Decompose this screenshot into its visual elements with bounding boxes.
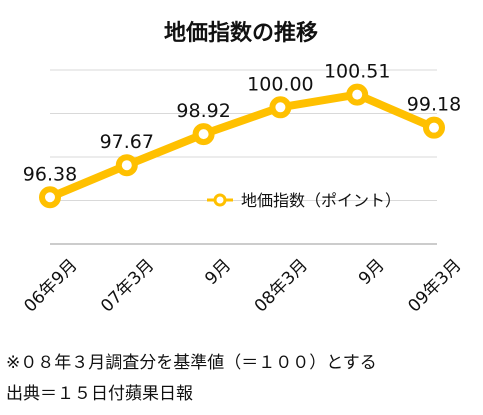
legend: 地価指数（ポイント） (207, 191, 401, 210)
x-tick-label: 09年3月 (404, 255, 465, 316)
data-point (346, 83, 369, 106)
data-label: 98.92 (176, 100, 230, 122)
data-label: 100.51 (324, 61, 390, 83)
x-axis-tick-labels: 06年9月 07年3月 9月 08年3月 9月 09年3月 (20, 255, 465, 316)
data-label: 96.38 (23, 163, 77, 185)
data-label: 99.18 (407, 94, 461, 116)
data-label: 97.67 (100, 131, 154, 153)
data-labels: 96.38 97.67 98.92 100.00 100.51 99.18 (23, 61, 461, 186)
chart-title: 地価指数の推移 (164, 20, 318, 46)
footnote-source: 出典＝１５日付蘋果日報 (6, 384, 193, 404)
legend-marker-icon (213, 193, 227, 207)
legend-label: 地価指数（ポイント） (241, 191, 401, 210)
data-points (39, 83, 445, 209)
data-label: 100.00 (247, 73, 313, 95)
footnote-baseline: ※０８年３月調査分を基準値（＝１００）とする (6, 353, 377, 373)
series-line (46, 90, 438, 202)
x-tick-label: 07年3月 (97, 255, 158, 316)
gridlines (50, 69, 437, 245)
line-chart: 地価指数の推移 96.38 97.67 98.92 100.00 100.51 99.18… (20, 20, 465, 317)
data-point (192, 123, 215, 146)
data-point (39, 186, 61, 209)
data-point (269, 96, 292, 119)
data-point (115, 154, 138, 177)
x-tick-label: 9月 (355, 255, 389, 289)
x-tick-label: 9月 (201, 255, 235, 289)
data-point (423, 116, 445, 139)
x-tick-label: 06年9月 (20, 255, 81, 316)
x-tick-label: 08年3月 (251, 255, 312, 316)
